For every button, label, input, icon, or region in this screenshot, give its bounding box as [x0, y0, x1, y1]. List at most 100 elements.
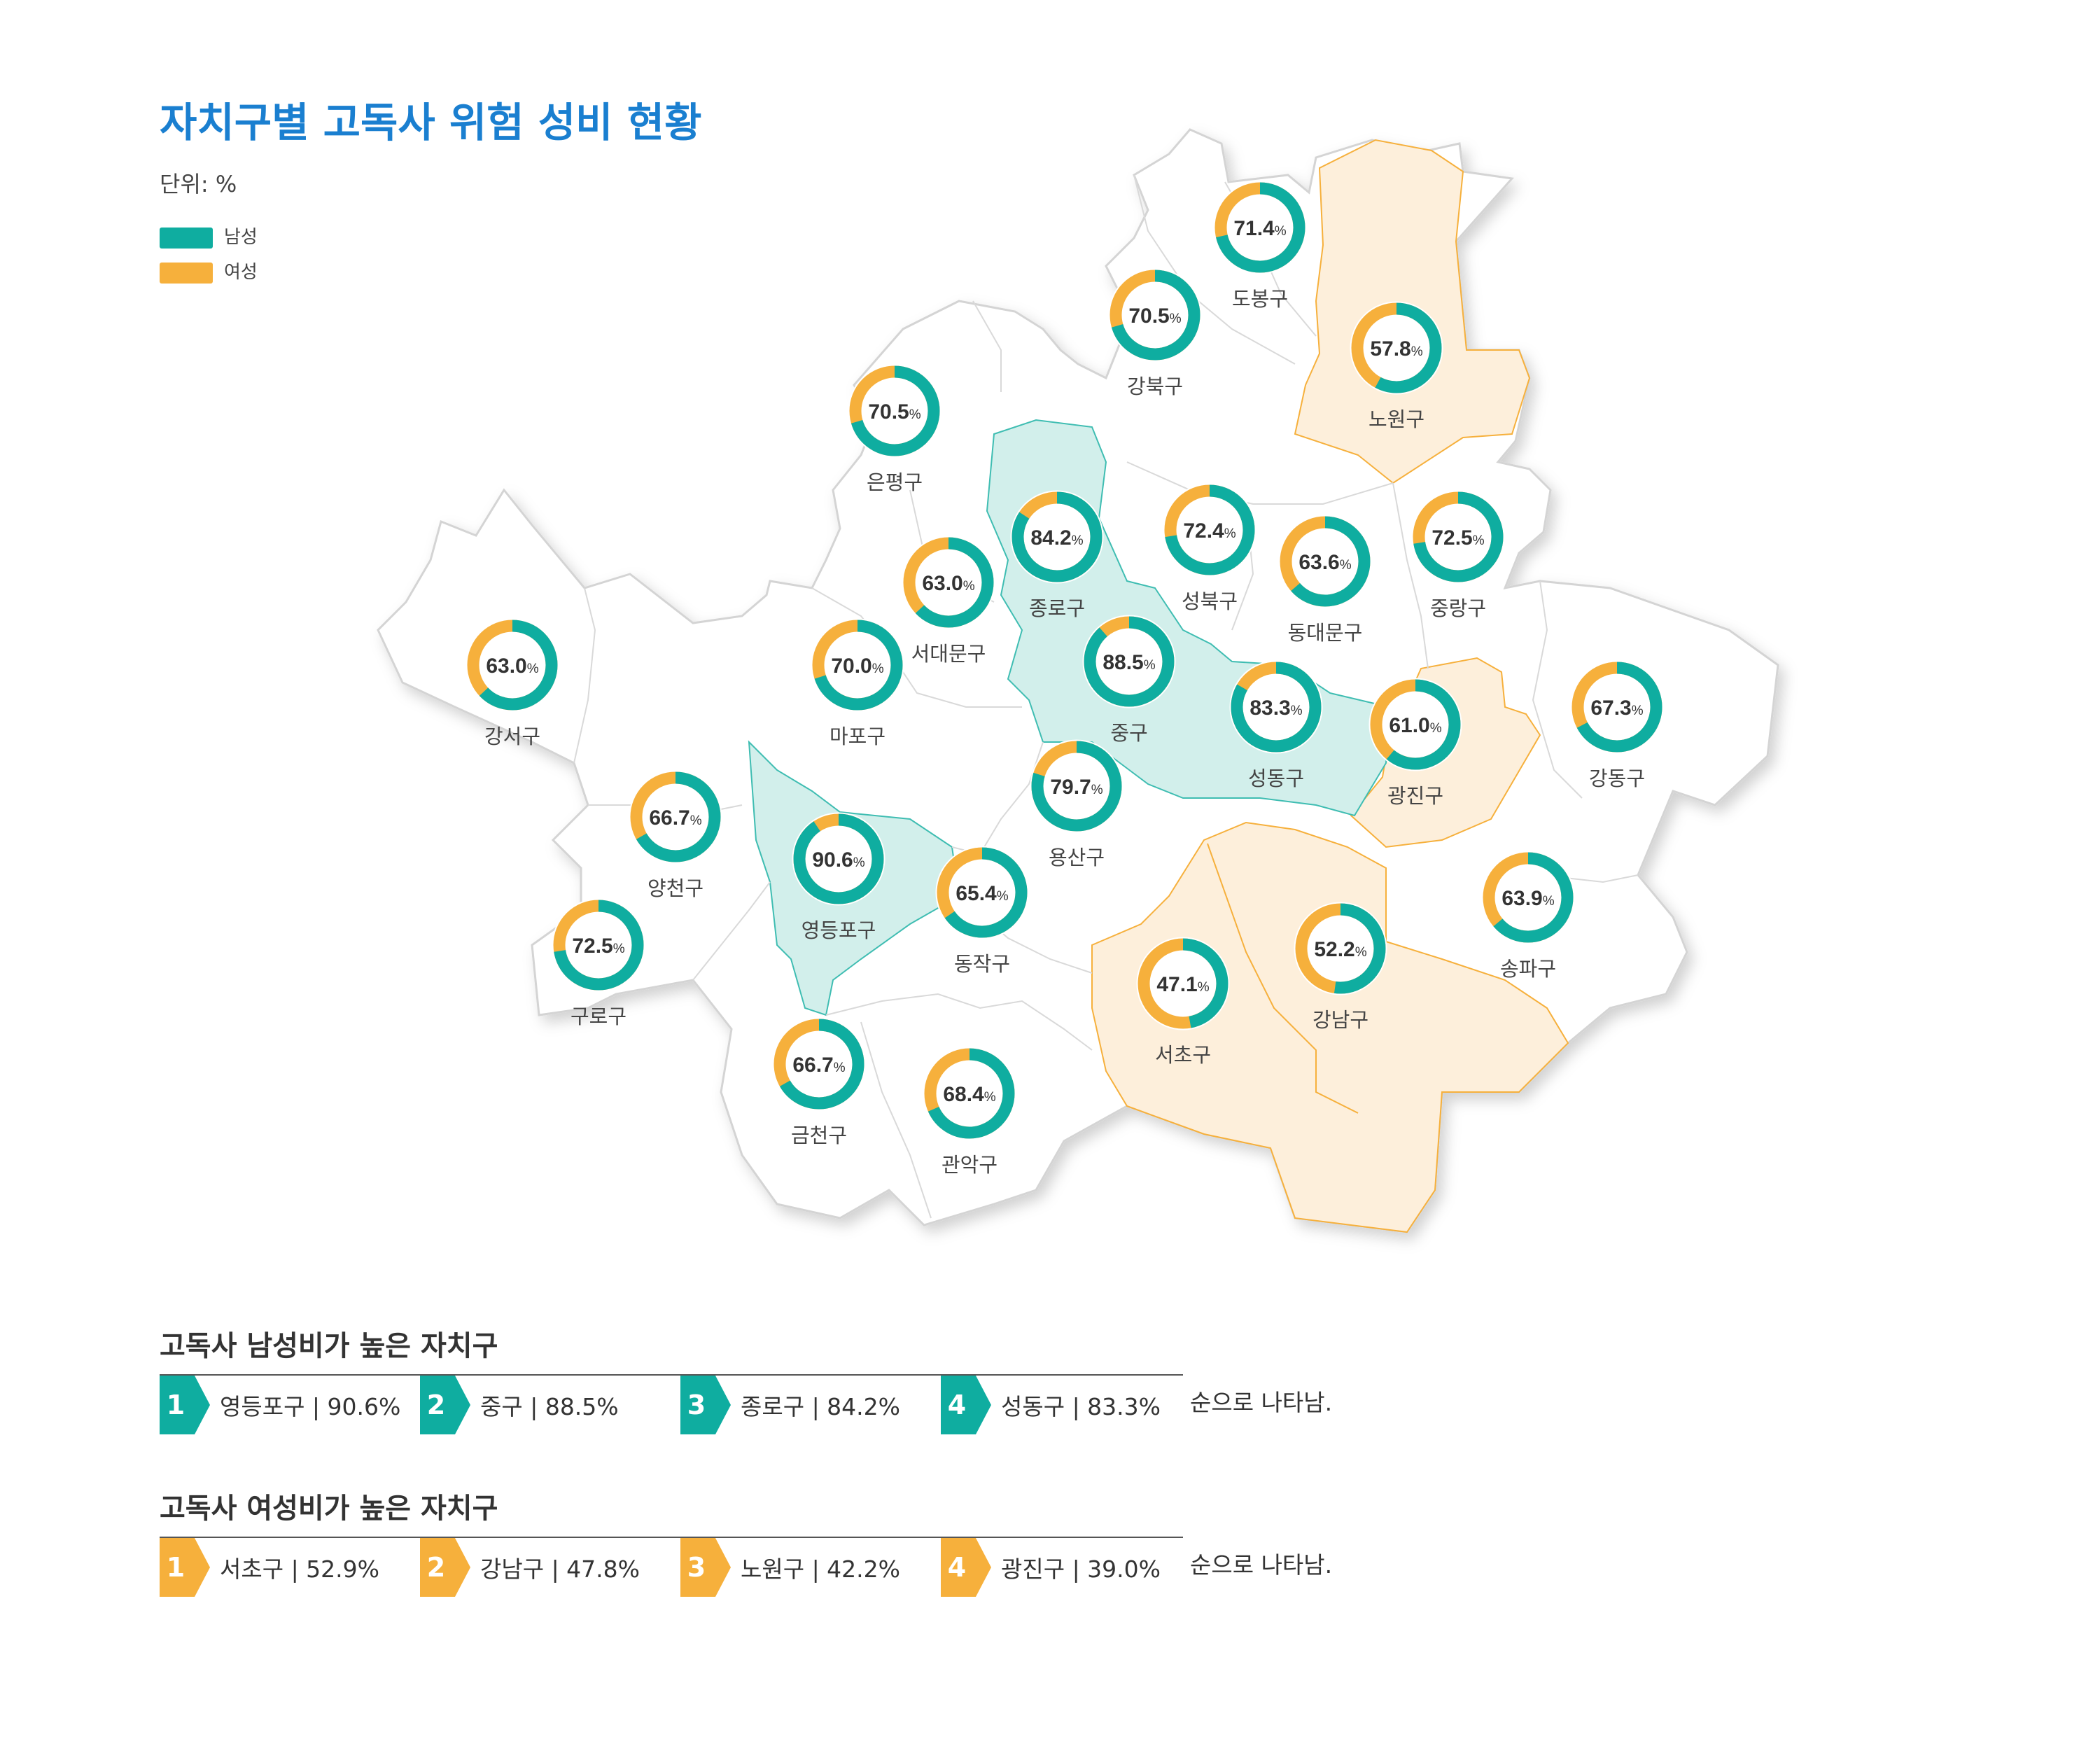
rank-number: 2	[426, 1390, 446, 1420]
donut-4: 70.5%은평구	[848, 364, 941, 494]
donut-9: 63.0%서대문구	[902, 536, 995, 666]
donut-percent-sign: %	[853, 855, 865, 870]
donut-bg	[1108, 268, 1202, 362]
region-seocho-gangnam	[1091, 821, 1569, 1233]
donut-5: 84.2%종로구	[1010, 490, 1104, 620]
donut-male-arc	[1231, 662, 1322, 753]
donut-percent-sign: %	[1411, 344, 1423, 359]
rank-item-3: 3 종로구 | 84.2%	[680, 1376, 900, 1434]
donut-percent-sign: %	[527, 662, 539, 676]
rank-badge: 3	[680, 1376, 731, 1434]
donut-10: 70.0%마포구	[811, 618, 904, 748]
donut-3: 70.5%강북구	[1108, 268, 1202, 398]
donut-13: 61.0%광진구	[1368, 678, 1462, 808]
district-name-label: 마포구	[830, 725, 886, 748]
donut-22: 52.2%강남구	[1294, 902, 1387, 1032]
donut-male-arc	[1011, 491, 1102, 582]
donut-percent-sign: %	[1340, 558, 1352, 573]
donut-male-arc	[937, 847, 1028, 938]
legend-label-male: 남성	[224, 227, 258, 248]
donut-bg	[1030, 739, 1124, 833]
donut-15: 63.0% 강서구	[465, 618, 559, 748]
rank-label: 광진구 | 39.0%	[1001, 1555, 1161, 1583]
district-name-label: 광진구	[1387, 784, 1443, 808]
district-name-label: 노원구	[1368, 407, 1424, 431]
donut-percent-sign: %	[1091, 783, 1103, 797]
donut-percent-sign: %	[1291, 704, 1303, 718]
district-name-label: 관악구	[941, 1153, 997, 1177]
donut-19: 79.7%용산구	[1030, 739, 1124, 869]
donut-percent-sign: %	[1144, 658, 1156, 673]
donut-bg	[1411, 490, 1505, 584]
rank-label: 종로구 | 84.2%	[741, 1393, 901, 1420]
male-section-rule	[160, 1374, 1183, 1376]
donut-percent-sign: %	[690, 813, 702, 828]
donut-bg	[1570, 660, 1664, 754]
donut-bg	[848, 364, 941, 458]
legend-swatch-female	[160, 262, 213, 284]
donut-bg	[1010, 490, 1104, 584]
legend-swatch-male	[160, 227, 213, 249]
donut-23: 63.9%송파구	[1481, 851, 1575, 981]
rank-number: 4	[947, 1552, 967, 1583]
donut-male-arc	[812, 620, 903, 711]
donut-8: 72.5%중랑구	[1411, 490, 1505, 620]
donut-6: 72.4%성북구	[1163, 483, 1256, 613]
donut-25: 68.4%관악구	[923, 1047, 1016, 1177]
donut-percent-sign: %	[1473, 533, 1485, 548]
rank-number: 3	[687, 1390, 706, 1420]
donut-value-label: 65.4%	[955, 882, 1008, 905]
donut-percent-sign: %	[613, 942, 625, 956]
rank-item-2: 2 강남구 | 47.8%	[420, 1538, 640, 1597]
rank-item-1: 1 영등포구 | 90.6%	[160, 1376, 400, 1434]
donut-21: 47.1%서초구	[1136, 937, 1230, 1067]
donut-male-arc	[1280, 516, 1371, 607]
donut-bg	[902, 536, 995, 629]
donut-bg	[629, 770, 722, 864]
donut-14: 67.3%강동구	[1570, 660, 1664, 790]
donut-16: 66.7%양천구	[629, 770, 722, 900]
district-name-label: 구로구	[570, 1005, 626, 1028]
male-section-suffix: 순으로 나타남.	[1190, 1389, 1333, 1416]
donut-percent-sign: %	[1355, 945, 1367, 960]
donut-1: 71.4% 도봉구	[1213, 181, 1307, 311]
donut-percent-sign: %	[1198, 980, 1210, 995]
donut-bg	[1213, 181, 1307, 274]
district-name-label: 서대문구	[911, 642, 986, 666]
rank-item-2: 2 중구 | 88.5%	[420, 1376, 619, 1434]
donut-male-arc	[1295, 903, 1386, 994]
donut-bg	[1294, 902, 1387, 995]
rank-label: 노원구 | 42.2%	[741, 1555, 901, 1583]
donut-percent-sign: %	[909, 407, 921, 422]
donut-percent-sign: %	[963, 579, 975, 594]
donut-bg	[923, 1047, 1016, 1140]
donut-bg	[935, 846, 1029, 939]
district-name-label: 양천구	[648, 876, 704, 900]
rank-badge: 4	[941, 1538, 991, 1597]
donut-percent-sign: %	[1072, 533, 1084, 548]
rank-item-4: 4 성동구 | 83.3%	[941, 1376, 1161, 1434]
district-name-label: 동작구	[954, 952, 1010, 976]
donut-20: 72.5%구로구	[552, 898, 645, 1028]
donut-24: 66.7%금천구	[772, 1017, 866, 1147]
donut-17: 90.6%영등포구	[792, 812, 886, 942]
donut-percent-sign: %	[834, 1061, 846, 1075]
donut-male-arc	[1164, 484, 1255, 575]
donut-bg	[1481, 851, 1575, 944]
donut-male-arc	[1413, 491, 1504, 582]
rank-badge: 2	[420, 1376, 470, 1434]
page-title: 자치구별 고독사 위험 성비 현황	[160, 99, 702, 146]
donut-value-label: 71.4%	[1233, 217, 1286, 240]
donut-bg	[1082, 615, 1176, 708]
district-name-label: 성동구	[1248, 767, 1304, 790]
donut-male-arc	[924, 1048, 1015, 1139]
legend-label-female: 여성	[224, 262, 258, 283]
donut-male-arc	[1110, 270, 1200, 361]
rank-number: 1	[166, 1552, 186, 1583]
donut-12: 83.3%성동구	[1229, 660, 1323, 790]
donut-bg	[465, 618, 559, 712]
district-name-label: 은평구	[867, 470, 923, 494]
boundary-seocho-gangnam	[1207, 843, 1359, 1114]
district-name-label: 서초구	[1155, 1043, 1211, 1067]
donut-male-arc	[1351, 302, 1442, 393]
